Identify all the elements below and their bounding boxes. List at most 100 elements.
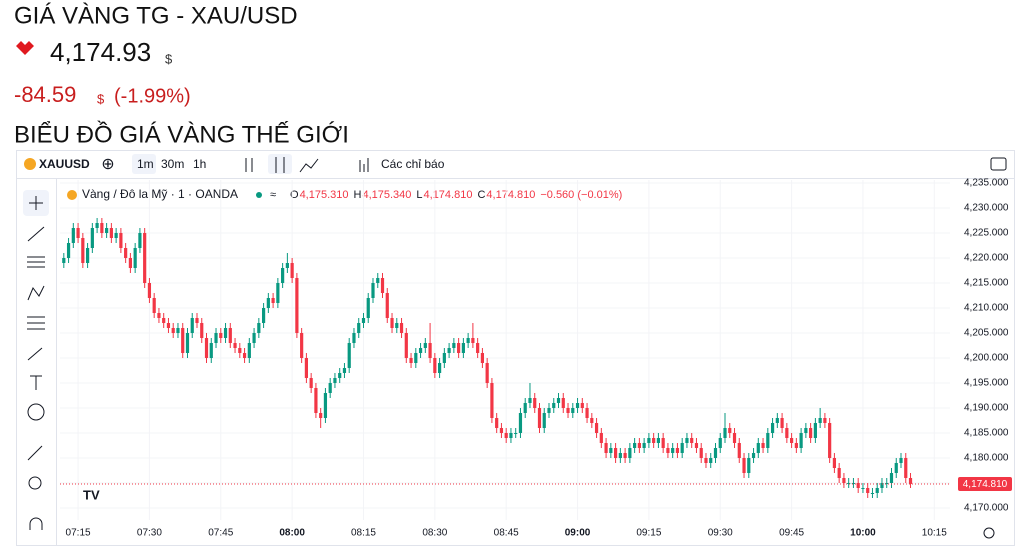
legend-key: O xyxy=(290,189,299,201)
candle-body xyxy=(90,228,94,248)
candle-body xyxy=(856,483,860,488)
candle-body xyxy=(447,348,451,353)
interval[interactable]: 1m xyxy=(137,157,154,171)
candle-body xyxy=(718,438,722,448)
candle-body xyxy=(109,228,113,238)
x-tick-label: 10:15 xyxy=(922,528,947,539)
candle-body xyxy=(580,403,584,408)
candle-body xyxy=(181,328,185,353)
brand-logo: TV xyxy=(83,487,100,502)
candle-body xyxy=(742,458,746,473)
candle-body xyxy=(799,433,803,448)
candle-body xyxy=(276,283,280,303)
candle-body xyxy=(314,388,318,413)
indicator-icon xyxy=(359,158,369,172)
candle-body xyxy=(794,443,798,448)
candle-body xyxy=(119,233,123,248)
candle-body xyxy=(761,443,765,448)
indicators[interactable]: Các chỉ báo xyxy=(381,157,445,171)
candle-body xyxy=(138,233,142,248)
candle-body xyxy=(376,278,380,283)
y-tick-label: 4,200.000 xyxy=(964,353,1009,364)
price-label: 4,174.810 xyxy=(963,479,1008,490)
candle-body xyxy=(642,443,646,448)
candle-body xyxy=(666,448,670,453)
candle-body xyxy=(528,398,532,403)
area-icon[interactable] xyxy=(299,158,319,173)
candle-body xyxy=(766,433,770,448)
candle-body xyxy=(675,448,680,453)
settings-button[interactable] xyxy=(983,527,995,539)
candle-body xyxy=(547,408,551,413)
candle-body xyxy=(723,428,727,438)
candle-body xyxy=(352,333,356,343)
candle-body xyxy=(333,378,337,383)
x-tick-label: 08:00 xyxy=(279,528,305,539)
candle-body xyxy=(200,323,204,338)
candle-body xyxy=(756,443,760,453)
candle-body xyxy=(480,353,485,363)
candle-body xyxy=(690,438,694,443)
candle-body xyxy=(828,423,832,458)
candle-body xyxy=(809,428,813,438)
candle-body xyxy=(290,263,294,278)
candle-body xyxy=(556,398,561,403)
y-tick-label: 4,205.000 xyxy=(964,328,1009,339)
y-tick-label: 4,180.000 xyxy=(964,453,1009,464)
chart-type-button[interactable] xyxy=(268,154,292,174)
candle-body xyxy=(433,358,437,373)
candle-body xyxy=(233,343,237,348)
candle-body xyxy=(371,283,375,298)
chart-type-icons xyxy=(245,157,285,173)
drawing-tools xyxy=(23,190,49,530)
candle-body xyxy=(261,308,266,323)
candle-body xyxy=(523,403,527,413)
section-title: BIỂU ĐỒ GIÁ VÀNG THẾ GIỚI xyxy=(14,120,349,148)
candle-body xyxy=(685,438,689,443)
change-unit: $ xyxy=(97,91,105,106)
candle-body xyxy=(223,328,228,338)
candle-body xyxy=(461,343,465,353)
candle-body xyxy=(751,453,756,458)
candle-body xyxy=(166,323,171,328)
candle-body xyxy=(404,333,408,358)
legend-value: 4,175.310 xyxy=(300,189,349,201)
symbol[interactable]: XAUUSD xyxy=(39,157,90,171)
candle-body xyxy=(66,243,71,258)
x-tick-label: 07:15 xyxy=(66,528,91,539)
change-pct: (-1.99%) xyxy=(114,85,191,107)
price: 4,174.93 xyxy=(50,37,151,67)
candle-body xyxy=(870,493,875,494)
candle-body xyxy=(209,343,213,358)
candle-body xyxy=(85,248,90,263)
candle-body xyxy=(285,263,289,268)
candle-body xyxy=(195,318,199,323)
candle-body xyxy=(875,488,879,493)
interval[interactable]: 1h xyxy=(193,157,206,171)
candle-body xyxy=(818,418,822,423)
candle-body xyxy=(242,353,247,358)
add-symbol[interactable]: ⊕ xyxy=(101,156,114,173)
candle-body xyxy=(143,233,147,283)
interval[interactable]: 30m xyxy=(161,157,184,171)
candle-body xyxy=(537,408,542,428)
candle-body xyxy=(561,398,565,408)
candle-body xyxy=(613,448,618,458)
candle-body xyxy=(775,418,779,423)
x-tick-label: 09:45 xyxy=(779,528,804,539)
candle-body xyxy=(423,343,427,348)
legend-name: Vàng / Đô la Mỹ · 1 · OANDA xyxy=(82,187,238,201)
screenshot-button[interactable] xyxy=(990,157,1007,171)
candle-body xyxy=(95,223,99,228)
candle-body xyxy=(466,338,470,343)
legend-key: C xyxy=(477,189,485,201)
candle-body xyxy=(518,413,523,433)
candle-body xyxy=(271,298,275,303)
candle-body xyxy=(157,313,161,318)
candle-body xyxy=(509,433,513,438)
candle-body xyxy=(219,333,223,338)
candle-body xyxy=(300,333,304,358)
candle-body xyxy=(490,383,494,418)
candle-body xyxy=(709,458,713,463)
candle-body xyxy=(309,378,313,388)
